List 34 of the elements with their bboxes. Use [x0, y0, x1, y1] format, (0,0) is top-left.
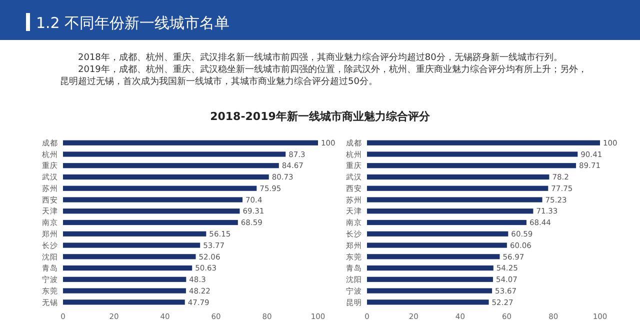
bar [63, 186, 257, 191]
bar [63, 276, 186, 282]
bar [63, 242, 200, 248]
bar [367, 152, 578, 157]
bar [367, 231, 508, 236]
bar [63, 220, 238, 226]
bar [367, 174, 550, 180]
bar [367, 300, 489, 305]
chart-title: 1.2 不同年份新一线城市名单 [36, 14, 230, 32]
bar [63, 300, 185, 305]
bar [63, 174, 269, 180]
bar [367, 288, 492, 294]
bar [367, 163, 576, 168]
bar [367, 242, 507, 248]
text: 2019年，成都、杭州、重庆、武汉稳坐新一线城市前四强的位置，除武汉外，杭州、重庆商业魅力综合评分均有所上升；另外，昆明超过无锡，首次成为我国新一线城市，其城市商业魅力综合评分超过50分。 [60, 64, 587, 87]
bar [367, 265, 494, 271]
bar [367, 254, 500, 260]
text: 2018年，成都、杭州、重庆、武汉排名新一线城市前四强，其商业魅力综合评分均超过80分，无锡跻身新一线城市行列。 [78, 52, 562, 63]
bar [63, 265, 192, 271]
bar [63, 163, 279, 168]
bar [63, 288, 186, 294]
bar [63, 152, 286, 157]
bar [63, 208, 240, 214]
bar [367, 186, 548, 191]
bar [63, 254, 196, 260]
bar [63, 140, 318, 146]
bar [367, 276, 493, 282]
bar [367, 208, 534, 214]
bar [367, 197, 542, 202]
bar [367, 140, 600, 146]
chart-subtitle: 2018-2019年新一线城市商业魅力综合评分 [210, 110, 431, 123]
bar [63, 231, 206, 236]
bar [367, 220, 526, 226]
bar [63, 197, 243, 202]
